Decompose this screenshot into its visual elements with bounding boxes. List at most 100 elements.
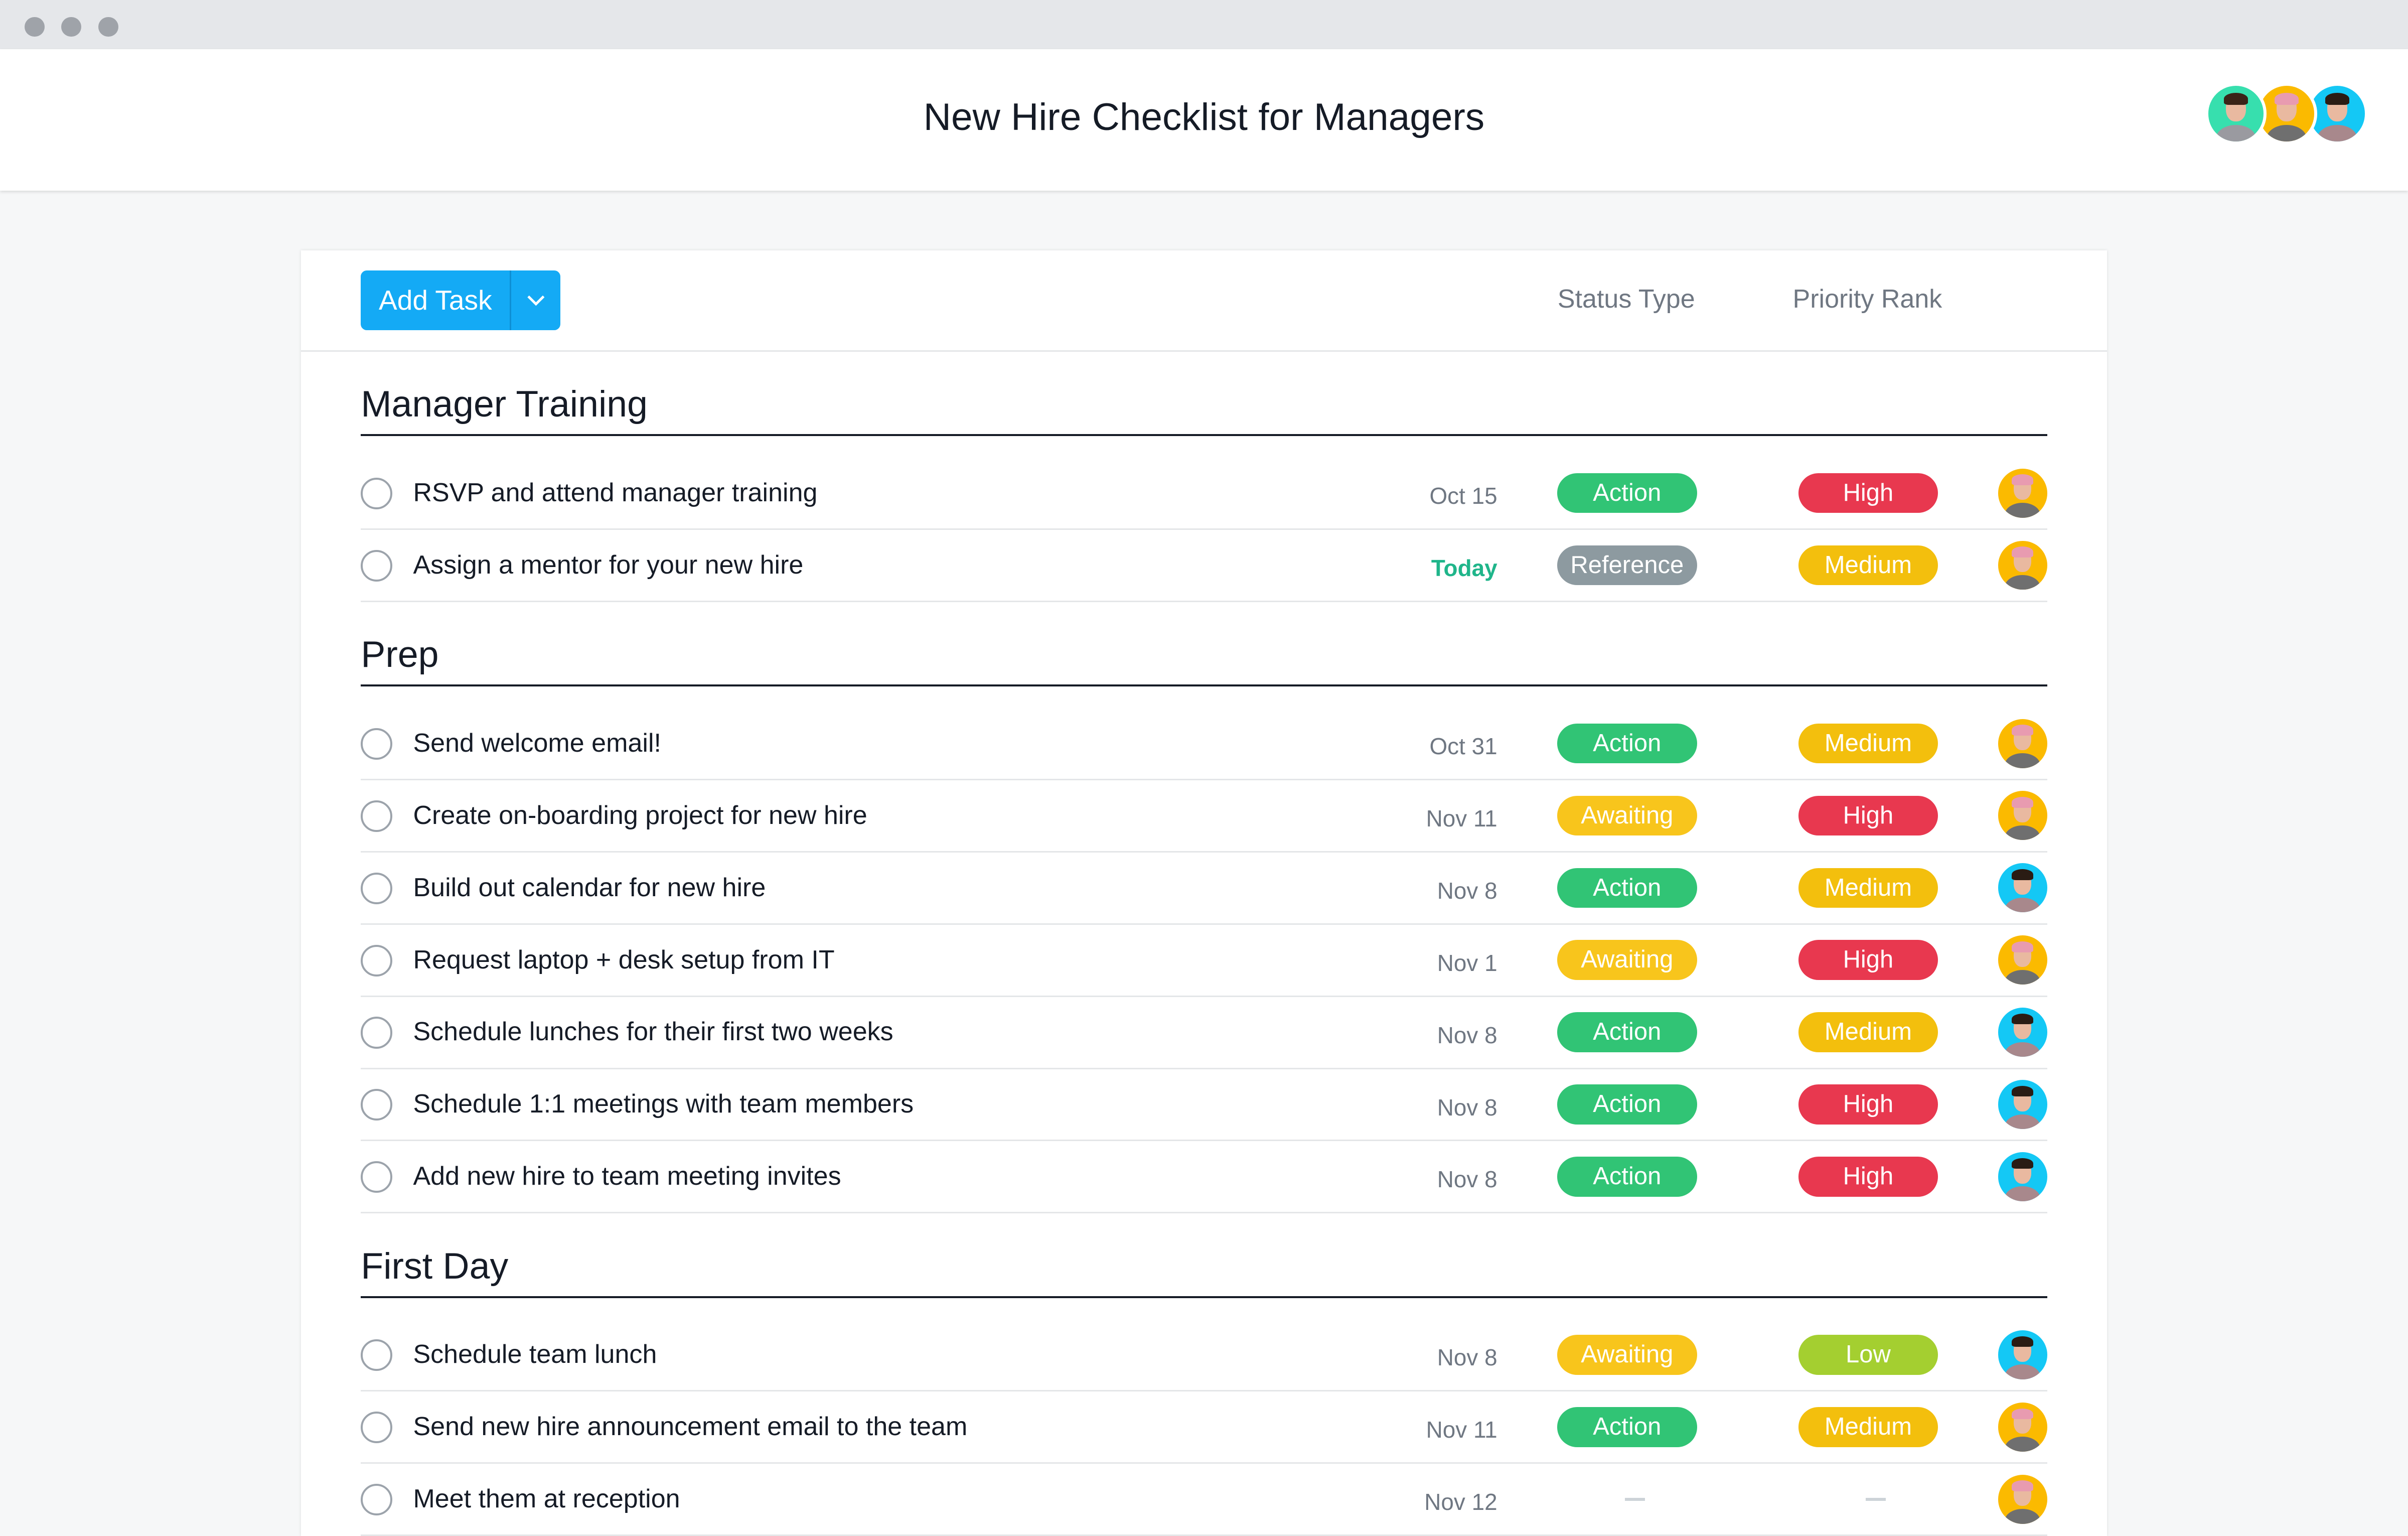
assignee-avatar[interactable] <box>1998 1152 2047 1201</box>
task-row[interactable]: Meet them at reception Nov 12 <box>361 1464 2047 1536</box>
task-name[interactable]: Send welcome email! <box>413 728 661 758</box>
task-name[interactable]: Add new hire to team meeting invites <box>413 1162 841 1191</box>
due-date[interactable]: Today <box>1431 555 1497 582</box>
section-header[interactable]: Prep <box>361 602 2047 687</box>
priority-rank-badge[interactable]: Medium <box>1798 1407 1938 1447</box>
assignee-avatar[interactable] <box>1998 1402 2047 1452</box>
assignee-avatar[interactable] <box>1998 863 2047 913</box>
column-header-status-type[interactable]: Status Type <box>1557 285 1695 314</box>
task-name[interactable]: Meet them at reception <box>413 1484 680 1514</box>
add-task-button[interactable]: Add Task <box>361 270 512 331</box>
task-name[interactable]: Create on-boarding project for new hire <box>413 800 867 830</box>
task-name[interactable]: Build out calendar for new hire <box>413 873 766 902</box>
due-date[interactable]: Oct 15 <box>1429 483 1497 509</box>
task-row[interactable]: Build out calendar for new hire Nov 8 Acti… <box>361 853 2047 925</box>
assignee-avatar[interactable] <box>1998 1008 2047 1057</box>
assignee-avatar[interactable] <box>1998 1474 2047 1524</box>
window-titlebar <box>0 0 2408 49</box>
due-date[interactable]: Nov 8 <box>1437 877 1497 904</box>
complete-task-checkbox[interactable] <box>361 1017 393 1049</box>
task-name[interactable]: Assign a mentor for your new hire <box>413 550 804 580</box>
status-type-badge[interactable]: Action <box>1557 1407 1697 1447</box>
status-type-badge[interactable]: Reference <box>1557 545 1697 586</box>
task-name[interactable]: Schedule team lunch <box>413 1340 657 1369</box>
due-date[interactable]: Nov 8 <box>1437 1344 1497 1371</box>
complete-task-checkbox[interactable] <box>361 728 393 760</box>
assignee-avatar[interactable] <box>1998 540 2047 590</box>
due-date[interactable]: Nov 8 <box>1437 1166 1497 1193</box>
task-name[interactable]: Send new hire announcement email to the … <box>413 1412 968 1442</box>
priority-rank-badge[interactable]: High <box>1798 940 1938 980</box>
priority-rank-badge[interactable]: Medium <box>1798 723 1938 764</box>
task-name[interactable]: Schedule lunches for their first two wee… <box>413 1017 893 1047</box>
task-row[interactable]: Assign a mentor for your new hire Today Re… <box>361 530 2047 602</box>
member-avatar-1[interactable] <box>2205 83 2267 145</box>
status-type-badge[interactable]: Action <box>1557 1157 1697 1197</box>
status-type-badge[interactable]: Awaiting <box>1557 1335 1697 1375</box>
assignee-avatar[interactable] <box>1998 468 2047 518</box>
status-type-badge[interactable]: Action <box>1557 473 1697 513</box>
complete-task-checkbox[interactable] <box>361 1484 393 1516</box>
assignee-avatar[interactable] <box>1998 1330 2047 1379</box>
task-row[interactable]: Send new hire announcement email to the … <box>361 1391 2047 1464</box>
complete-task-checkbox[interactable] <box>361 549 393 582</box>
priority-rank-badge[interactable]: High <box>1798 1157 1938 1197</box>
task-list-card: Add Task Status Type Priority Rank Manag… <box>300 250 2107 1536</box>
status-type-empty[interactable] <box>1624 1497 1645 1501</box>
section-header[interactable]: First Day <box>361 1213 2047 1298</box>
task-row[interactable]: Send welcome email! Oct 31 Action Medium <box>361 708 2047 781</box>
maximize-window-button[interactable] <box>98 17 118 37</box>
priority-rank-badge[interactable]: Medium <box>1798 545 1938 586</box>
task-row[interactable]: Schedule 1:1 meetings with team members N… <box>361 1069 2047 1142</box>
due-date[interactable]: Nov 8 <box>1437 1094 1497 1121</box>
priority-rank-badge[interactable]: Low <box>1798 1335 1938 1375</box>
task-row[interactable]: Create on-boarding project for new hire N… <box>361 780 2047 853</box>
status-type-badge[interactable]: Action <box>1557 1012 1697 1052</box>
task-row[interactable]: Schedule team lunch Nov 8 Awaiting Low <box>361 1319 2047 1392</box>
section-title: Manager Training <box>361 383 648 425</box>
priority-rank-badge[interactable]: Medium <box>1798 868 1938 908</box>
status-type-badge[interactable]: Action <box>1557 723 1697 764</box>
section-header[interactable]: Manager Training <box>361 352 2047 437</box>
complete-task-checkbox[interactable] <box>361 477 393 510</box>
status-type-badge[interactable]: Action <box>1557 1084 1697 1125</box>
assignee-avatar[interactable] <box>1998 1079 2047 1129</box>
complete-task-checkbox[interactable] <box>361 800 393 832</box>
complete-task-checkbox[interactable] <box>361 1161 393 1193</box>
due-date[interactable]: Nov 8 <box>1437 1022 1497 1048</box>
assignee-avatar[interactable] <box>1998 719 2047 768</box>
task-name[interactable]: RSVP and attend manager training <box>413 478 818 507</box>
task-row[interactable]: Schedule lunches for their first two wee… <box>361 997 2047 1069</box>
close-window-button[interactable] <box>24 17 45 37</box>
column-header-priority-rank[interactable]: Priority Rank <box>1792 285 1942 314</box>
priority-rank-empty[interactable] <box>1866 1497 1886 1501</box>
task-row[interactable]: Request laptop + desk setup from IT Nov 1… <box>361 925 2047 997</box>
status-type-badge[interactable]: Awaiting <box>1557 940 1697 980</box>
due-date[interactable]: Oct 31 <box>1429 733 1497 760</box>
assignee-avatar[interactable] <box>1998 791 2047 841</box>
task-row[interactable]: Add new hire to team meeting invites Nov … <box>361 1141 2047 1214</box>
priority-rank-badge[interactable]: High <box>1798 473 1938 513</box>
task-name[interactable]: Schedule 1:1 meetings with team members <box>413 1089 914 1119</box>
complete-task-checkbox[interactable] <box>361 1089 393 1121</box>
complete-task-checkbox[interactable] <box>361 944 393 976</box>
priority-rank-badge[interactable]: High <box>1798 795 1938 836</box>
add-task-dropdown-button[interactable] <box>511 270 560 330</box>
complete-task-checkbox[interactable] <box>361 1339 393 1371</box>
due-date[interactable]: Nov 11 <box>1426 805 1497 831</box>
chevron-down-icon <box>527 296 545 306</box>
task-row[interactable]: RSVP and attend manager training Oct 15 Ac… <box>361 458 2047 530</box>
task-name[interactable]: Request laptop + desk setup from IT <box>413 945 835 974</box>
due-date[interactable]: Nov 12 <box>1424 1489 1497 1515</box>
status-type-badge[interactable]: Action <box>1557 868 1697 908</box>
due-date[interactable]: Nov 1 <box>1437 949 1497 976</box>
priority-rank-badge[interactable]: High <box>1798 1084 1938 1125</box>
status-type-badge[interactable]: Awaiting <box>1557 795 1697 836</box>
complete-task-checkbox[interactable] <box>361 872 393 904</box>
assignee-avatar[interactable] <box>1998 935 2047 985</box>
minimize-window-button[interactable] <box>61 17 82 37</box>
priority-rank-badge[interactable]: Medium <box>1798 1012 1938 1052</box>
section: Prep Send welcome email! Oct 31 Action Mediu… <box>361 602 2047 1214</box>
complete-task-checkbox[interactable] <box>361 1412 393 1444</box>
due-date[interactable]: Nov 11 <box>1426 1417 1497 1443</box>
